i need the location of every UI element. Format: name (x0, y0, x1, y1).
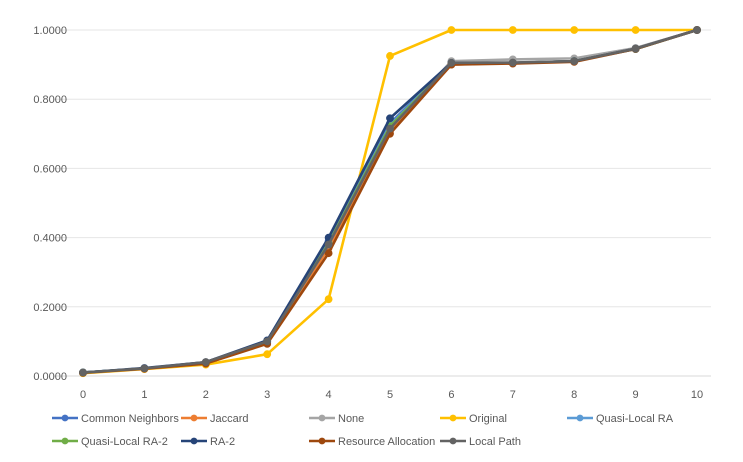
data-point (201, 358, 210, 367)
series-line (82, 28, 698, 374)
x-tick-label: 0 (80, 389, 86, 401)
legend-item: Common Neighbors (52, 413, 179, 425)
data-point (324, 249, 333, 258)
legend-label: Quasi-Local RA-2 (81, 436, 168, 448)
y-tick-label: 0.8000 (33, 94, 67, 106)
data-point (631, 44, 640, 53)
data-point (79, 368, 87, 377)
legend-item: Local Path (440, 436, 521, 448)
legend-label: RA-2 (210, 436, 235, 448)
y-tick-label: 0.0000 (33, 371, 67, 383)
legend-swatch-marker (449, 414, 457, 422)
data-point (386, 52, 394, 60)
y-tick-label: 0.6000 (33, 163, 67, 175)
series-line (82, 28, 698, 374)
series-ra-2 (79, 26, 701, 377)
data-point (570, 26, 579, 34)
gridlines (53, 29, 711, 377)
data-point (324, 240, 333, 249)
legend-label: Quasi-Local RA (596, 413, 674, 425)
data-point (386, 114, 394, 123)
legend-swatch-marker (318, 437, 326, 445)
x-tick-label: 8 (571, 389, 577, 401)
data-point (447, 26, 456, 34)
data-point (693, 26, 701, 34)
x-tick-label: 2 (203, 389, 209, 401)
series-resource-allocation (79, 26, 701, 377)
legend: Common Neighbors Jaccard None Original Quasi… (52, 413, 674, 448)
legend-label: Local Path (469, 436, 521, 448)
series-local-path (79, 26, 701, 377)
data-point (447, 58, 456, 67)
legend-item: None (309, 413, 364, 425)
y-tick-label: 0.2000 (33, 302, 67, 314)
legend-label: Common Neighbors (81, 413, 179, 425)
y-tick-label: 0.4000 (33, 233, 67, 245)
legend-item: Jaccard (181, 413, 249, 425)
x-tick-label: 7 (510, 389, 516, 401)
data-point (263, 337, 272, 346)
x-tick-label: 4 (326, 389, 332, 401)
series-common-neighbors (79, 26, 701, 377)
series-quasi-local-ra-2 (79, 26, 701, 377)
legend-swatch-marker (190, 414, 198, 422)
series-quasi-local-ra (79, 26, 701, 377)
legend-swatch-marker (190, 437, 198, 445)
legend-swatch-marker (449, 437, 457, 445)
x-tick-label: 10 (691, 389, 703, 401)
x-tick-label: 3 (264, 389, 270, 401)
x-tick-label: 9 (633, 389, 639, 401)
data-point (324, 295, 333, 304)
x-axis-tick-labels: 0 1 2 3 4 5 6 7 8 9 10 (80, 389, 703, 401)
data-point (508, 58, 517, 67)
legend-swatch-marker (61, 437, 69, 445)
legend-item: Original (440, 413, 507, 425)
series-layer (79, 26, 701, 378)
y-tick-label: 1.0000 (33, 25, 67, 37)
series-line (82, 28, 698, 374)
legend-item: Quasi-Local RA (567, 413, 674, 425)
legend-item: Resource Allocation (309, 436, 435, 448)
series-line (82, 28, 697, 375)
x-tick-label: 5 (387, 389, 393, 401)
y-axis-tick-labels: 0.0000 0.2000 0.4000 0.6000 0.8000 1.0000 (33, 25, 67, 383)
data-point (140, 364, 149, 373)
series-line (82, 28, 698, 374)
series-original (79, 26, 701, 378)
legend-label: Original (469, 413, 507, 425)
data-point (386, 124, 394, 133)
legend-label: None (338, 413, 364, 425)
data-point (508, 26, 517, 34)
data-point (570, 57, 579, 66)
legend-item: RA-2 (181, 436, 235, 448)
series-line (82, 28, 698, 375)
data-point (263, 350, 272, 359)
x-tick-label: 1 (141, 389, 147, 401)
legend-label: Jaccard (210, 413, 249, 425)
legend-swatch-marker (576, 414, 584, 422)
legend-swatch-marker (61, 414, 69, 422)
series-jaccard (79, 26, 701, 377)
series-line (82, 28, 698, 374)
series-none (79, 26, 701, 377)
data-point (631, 26, 640, 34)
series-line (82, 28, 698, 374)
legend-swatch-marker (318, 414, 326, 422)
legend-item: Quasi-Local RA-2 (52, 436, 168, 448)
x-tick-label: 6 (448, 389, 454, 401)
series-line (82, 28, 698, 374)
legend-label: Resource Allocation (338, 436, 435, 448)
